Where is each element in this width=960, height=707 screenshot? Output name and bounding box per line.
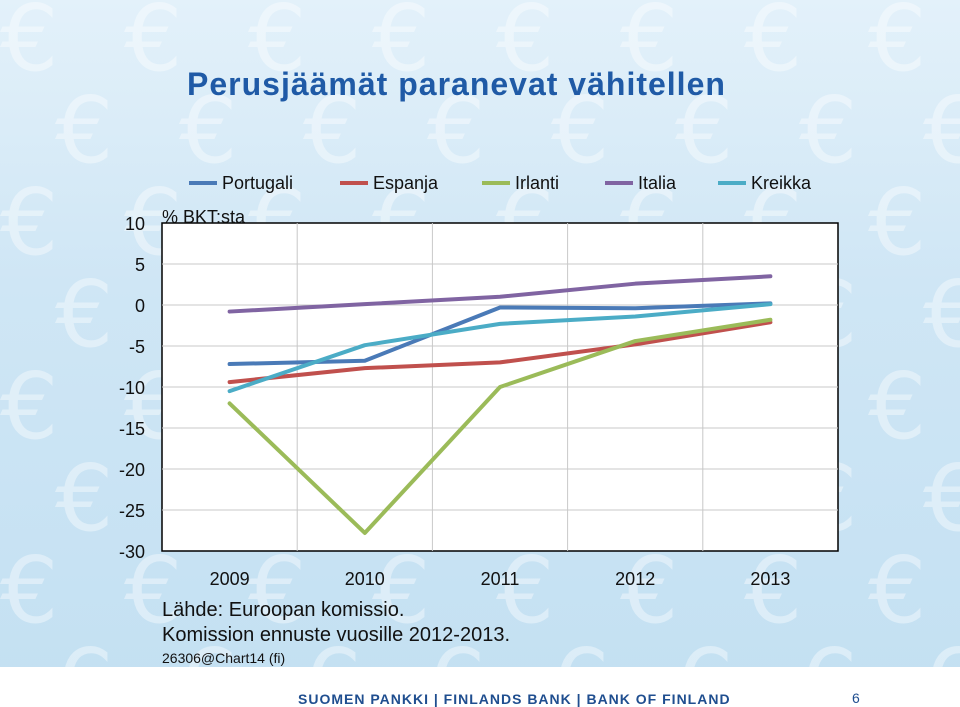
euro-icon: € [0,353,59,460]
x-tick-label: 2010 [345,569,385,589]
euro-icon: € [55,261,114,368]
euro-icon: € [675,77,734,184]
y-tick-label: -25 [119,501,145,521]
footer-bank-name: SUOMEN PANKKI | FINLANDS BANK | BANK OF … [298,691,731,707]
euro-icon: € [372,0,431,92]
euro-icon: € [744,537,803,644]
series-line-espanja [227,320,773,385]
euro-icon: € [248,0,307,92]
series-line-irlanti [227,317,773,535]
y-axis-label: % BKT:sta [162,207,246,227]
euro-icon: € [55,445,114,552]
euro-icon: € [179,77,238,184]
y-tick-label: -30 [119,542,145,562]
y-tick-label: -20 [119,460,145,480]
forecast-note: Komission ennuste vuosille 2012-2013. [162,624,510,646]
euro-icon: € [0,169,59,276]
euro-icon: € [868,169,927,276]
euro-icon: € [868,537,927,644]
euro-icon: € [923,77,960,184]
legend-label: Kreikka [751,173,812,193]
legend-label: Irlanti [515,173,559,193]
y-tick-label: 5 [135,255,145,275]
series-line-kreikka [227,302,773,394]
euro-icon: € [620,537,679,644]
x-tick-label: 2013 [750,569,790,589]
euro-icon: € [55,77,114,184]
y-tick-label: 10 [125,214,145,234]
euro-icon: € [799,77,858,184]
euro-icon: € [923,261,960,368]
chart-id: 26306@Chart14 (fi) [162,650,286,666]
legend-label: Italia [638,173,677,193]
euro-icon: € [923,445,960,552]
slide-title: Perusjäämät paranevat vähitellen [187,66,726,102]
euro-icon: € [620,0,679,92]
euro-icon: € [0,0,59,92]
euro-icon: € [868,353,927,460]
x-tick-label: 2011 [481,569,520,589]
euro-icon: € [0,537,59,644]
euro-icon: € [303,77,362,184]
euro-icon: € [868,0,927,92]
euro-icon: € [124,0,183,92]
legend-label: Espanja [373,173,439,193]
y-tick-label: -10 [119,378,145,398]
euro-icon: € [551,77,610,184]
page-number: 6 [852,690,860,706]
euro-icon: € [372,537,431,644]
y-tick-label: 0 [135,296,145,316]
x-tick-label: 2012 [615,569,655,589]
euro-icon: € [248,537,307,644]
y-tick-label: -15 [119,419,145,439]
source-note: Lähde: Euroopan komissio. [162,599,405,621]
euro-icon: € [124,537,183,644]
footer-bar [0,667,960,707]
euro-icon: € [496,537,555,644]
series-line-italia [227,274,773,314]
euro-icon: € [427,77,486,184]
x-tick-label: 2009 [210,569,250,589]
legend-label: Portugali [222,173,293,193]
euro-icon: € [744,0,803,92]
y-tick-label: -5 [129,337,145,357]
euro-icon: € [496,0,555,92]
